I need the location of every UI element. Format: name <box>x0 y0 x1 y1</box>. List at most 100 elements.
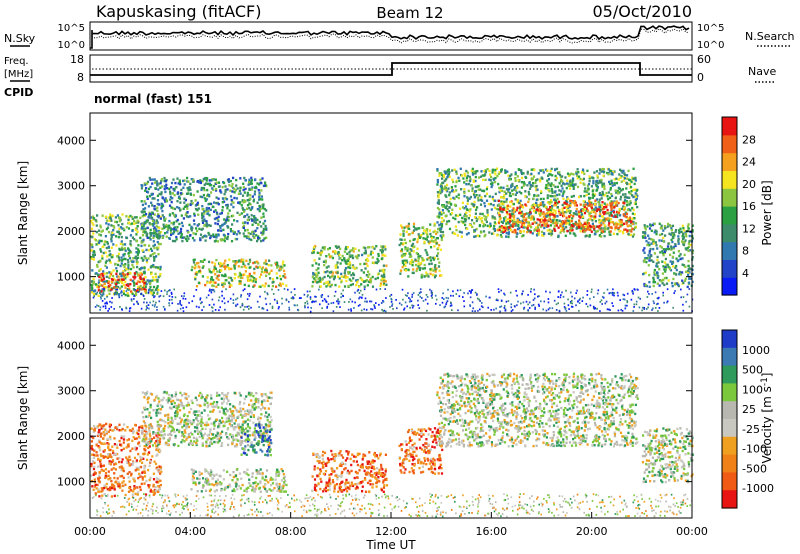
range-cell-0 <box>134 228 137 231</box>
near-range-cell <box>592 307 595 310</box>
range-cell-6 <box>553 198 556 201</box>
range-cell-0 <box>117 224 120 227</box>
range-cell-0 <box>114 262 117 266</box>
range-cell-0 <box>123 276 126 279</box>
range-cell-6 <box>511 189 514 192</box>
range-cell-0 <box>152 285 156 289</box>
range-cell-4 <box>362 280 366 283</box>
range-cell-6 <box>491 168 495 171</box>
range-cell-0 <box>115 220 118 224</box>
range-cell-3 <box>227 281 231 284</box>
range-cell-6 <box>601 185 604 188</box>
range-cell-2 <box>257 237 260 241</box>
range-cell-6 <box>550 187 553 191</box>
range-cell-8 <box>648 237 651 240</box>
range-cell-0 <box>118 220 121 223</box>
range-cell-0 <box>112 274 115 278</box>
range-cell-2 <box>163 176 166 180</box>
range-cell-7 <box>623 228 626 231</box>
near-range-cell <box>94 306 97 308</box>
nsearch-trace <box>91 28 690 44</box>
range-cell-6 <box>586 234 589 237</box>
range-cell-6 <box>607 168 610 171</box>
range-cell-2 <box>215 201 218 205</box>
range-cell-6 <box>519 199 522 203</box>
range-cell-6 <box>488 195 491 198</box>
range-cell-7 <box>630 220 633 223</box>
range-cell-6 <box>629 179 632 182</box>
range-cell-0 <box>101 257 104 260</box>
range-cell-6 <box>500 220 503 224</box>
range-cell-0 <box>126 292 129 295</box>
range-cell-4 <box>338 253 341 256</box>
range-cell-6 <box>620 180 623 183</box>
range-cell-7 <box>615 200 618 203</box>
range-cell-2 <box>254 218 257 222</box>
range-cell-6 <box>469 195 472 199</box>
near-range-cell <box>527 294 529 296</box>
near-range-cell <box>113 308 115 310</box>
near-range-cell <box>426 309 428 312</box>
range-cell-4 <box>325 255 328 258</box>
range-cell-6 <box>501 210 504 214</box>
range-cell-1 <box>143 287 146 291</box>
range-cell-0 <box>143 267 146 270</box>
range-cell-6 <box>600 194 603 197</box>
range-cell-7 <box>542 212 545 215</box>
range-cell-6 <box>455 228 458 232</box>
range-cell-2 <box>182 207 185 210</box>
range-cell-8 <box>658 239 661 242</box>
range-cell-2 <box>211 187 214 190</box>
range-cell-2 <box>178 197 181 200</box>
range-cell-2 <box>233 187 236 191</box>
range-cell-3 <box>201 266 204 269</box>
range-cell-8 <box>642 249 645 252</box>
range-cell-2 <box>146 226 149 230</box>
range-cell-5 <box>405 230 408 233</box>
near-range-cell <box>600 299 603 302</box>
range-cell-6 <box>632 177 635 180</box>
range-cell-7 <box>623 206 626 209</box>
range-cell-0 <box>91 215 95 218</box>
range-cell-2 <box>186 211 189 214</box>
range-cell-7 <box>549 220 552 223</box>
range-cell-8 <box>652 281 655 284</box>
range-cell-2 <box>213 217 216 221</box>
range-cell-6 <box>477 188 480 191</box>
range-cell-0 <box>129 222 132 226</box>
range-cell-7 <box>614 222 617 225</box>
range-cell-5 <box>402 232 405 235</box>
near-range-cell <box>201 309 203 311</box>
range-cell-8 <box>653 268 656 272</box>
near-range-cell <box>609 309 611 311</box>
range-cell-6 <box>481 217 484 220</box>
range-cell-6 <box>516 217 519 220</box>
near-range-cell <box>342 295 344 297</box>
range-cell-3 <box>254 261 257 264</box>
range-cell-6 <box>591 193 594 197</box>
range-cell-2 <box>231 183 234 186</box>
range-cell-0 <box>142 238 145 242</box>
range-cell-6 <box>503 190 506 193</box>
range-cell-4 <box>337 275 340 278</box>
range-cell-3 <box>219 261 222 265</box>
range-cell-2 <box>170 221 173 225</box>
range-cell-8 <box>642 231 645 234</box>
range-cell-3 <box>253 277 256 280</box>
range-cell-6 <box>471 189 474 192</box>
range-cell-0 <box>136 219 139 222</box>
range-cell-5 <box>404 269 408 272</box>
range-cell-6 <box>586 221 589 224</box>
near-range-cell <box>688 305 691 308</box>
range-cell-2 <box>230 203 233 206</box>
near-range-cell <box>391 305 393 307</box>
range-cell-5 <box>425 230 428 233</box>
range-cell-6 <box>600 178 603 182</box>
range-cell-0 <box>108 271 111 274</box>
range-cell-5 <box>405 225 408 228</box>
range-cell-5 <box>418 254 421 257</box>
range-cell-7 <box>606 208 609 212</box>
near-range-cell <box>129 307 132 309</box>
range-cell-6 <box>579 195 582 198</box>
range-cell-7 <box>561 207 564 210</box>
